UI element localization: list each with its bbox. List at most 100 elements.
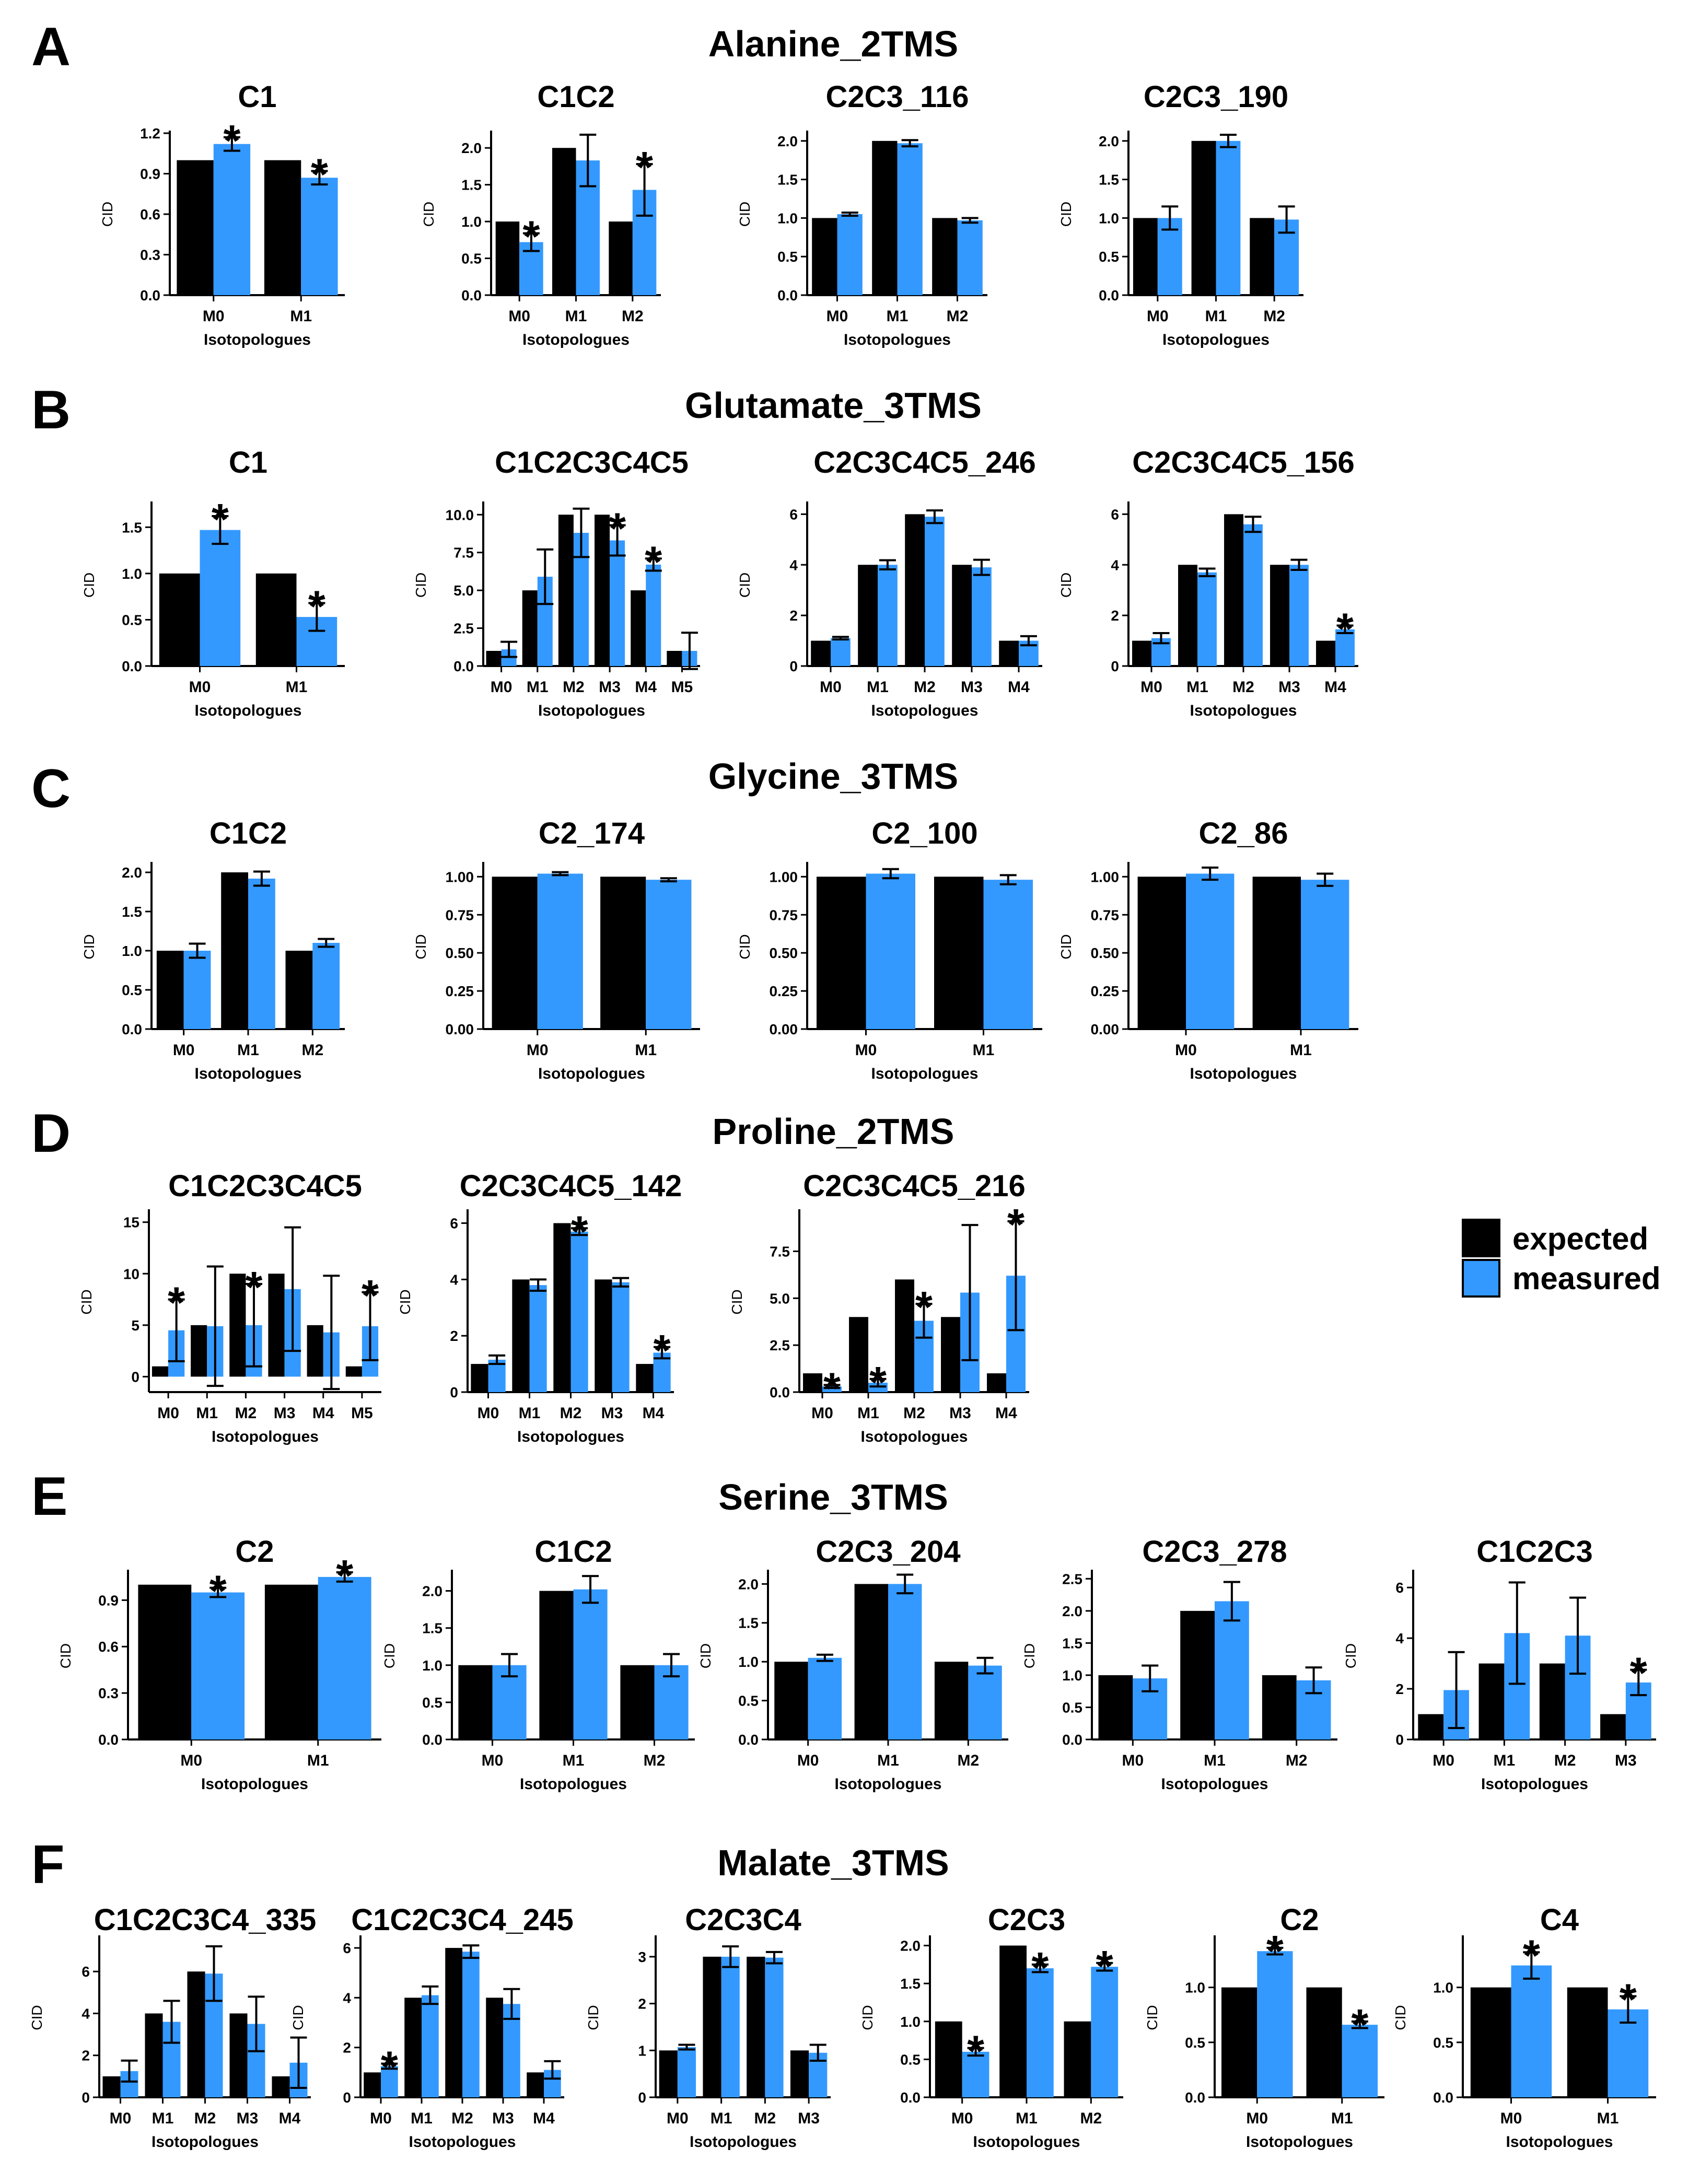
y-tick-label: 1.5 [122, 904, 142, 920]
bar-expected [1191, 141, 1216, 295]
y-tick-label: 2 [1111, 608, 1119, 624]
y-tick-label: 0.3 [98, 1685, 119, 1701]
bar-expected [229, 1274, 246, 1377]
x-tick-label: M0 [667, 2110, 689, 2127]
y-tick-label: 7.5 [770, 1243, 790, 1259]
y-tick-label: 0 [638, 2089, 646, 2106]
bar-expected [1262, 1675, 1297, 1739]
y-tick-label: 0.5 [738, 1693, 759, 1709]
y-axis-label: CID [413, 573, 429, 598]
bar-expected [811, 640, 831, 666]
bar-measured [957, 220, 983, 295]
x-axis-label: Isotopologues [204, 331, 311, 348]
y-tick-label: 4 [789, 557, 798, 573]
section-title: Malate_3TMS [717, 1842, 949, 1883]
bar-expected [934, 877, 984, 1029]
bar-expected [159, 573, 200, 666]
x-axis-label: Isotopologues [538, 1065, 645, 1082]
x-axis-label: Isotopologues [835, 1776, 942, 1793]
bar-expected [1539, 1663, 1565, 1739]
y-axis-label: CID [859, 2005, 876, 2030]
x-tick-label: M4 [643, 1405, 665, 1422]
bar-measured [570, 1231, 588, 1392]
chart-c1c2c3c4-335: C1C2C3C4_335 0 2 4 6 CID Isotopologues M0 M1 M2 M3… [29, 1903, 316, 2151]
bar-measured [972, 567, 992, 666]
x-axis-label: Isotopologues [1481, 1776, 1588, 1793]
x-tick-label: M2 [947, 308, 969, 325]
x-tick-label: M1 [307, 1752, 329, 1769]
bar-measured [677, 2047, 696, 2097]
x-axis-label: Isotopologues [871, 1065, 979, 1082]
x-axis-label: Isotopologues [1162, 331, 1270, 348]
bar-expected [404, 1998, 422, 2097]
panel-c: C Glycine_3TMS C1C2 0.0 0.5 1.0 1.5 2.0 CID Isoto… [31, 756, 1358, 1082]
x-tick-label: M3 [798, 2110, 820, 2127]
bar-measured [822, 1386, 842, 1392]
x-tick-label: M0 [1500, 2110, 1522, 2127]
y-tick-label: 0.00 [770, 1021, 798, 1037]
bar-measured [1186, 873, 1235, 1029]
bar-expected [552, 148, 576, 295]
x-tick-label: M0 [951, 2110, 973, 2127]
chart-title: C1 [238, 80, 276, 114]
y-tick-label: 1 [638, 2042, 646, 2059]
y-tick-label: 5 [131, 1317, 139, 1334]
bar-measured [765, 1957, 784, 2097]
bar-measured [183, 951, 211, 1029]
y-tick-label: 0.5 [461, 251, 482, 267]
y-tick-label: 15 [123, 1214, 139, 1231]
y-tick-label: 0.5 [777, 249, 798, 265]
y-tick-label: 0.5 [1099, 249, 1119, 265]
x-tick-label: M2 [914, 679, 936, 696]
bar-measured [721, 1956, 740, 2097]
y-tick-label: 1.00 [446, 869, 474, 885]
bar-expected [854, 1584, 888, 1739]
bar-measured [610, 540, 625, 666]
bar-measured [422, 1995, 439, 2097]
y-tick-label: 2.0 [777, 133, 798, 149]
x-tick-label: M1 [867, 679, 889, 696]
bar-expected [659, 2050, 678, 2097]
bar-expected [858, 565, 878, 666]
chart-c2c3-278: C2C3_278 0.0 0.5 1.0 1.5 2.0 2.5 CID Isotopologu… [1021, 1535, 1337, 1793]
x-tick-label: M1 [1290, 1042, 1312, 1059]
y-tick-label: 0.50 [770, 945, 798, 961]
x-tick-label: M0 [180, 1752, 202, 1769]
bar-expected [1224, 514, 1243, 666]
bar-expected [790, 2050, 809, 2097]
bar-expected [445, 1948, 462, 2097]
bar-expected [1600, 1714, 1626, 1739]
significance-star: * [571, 1207, 588, 1256]
x-tick-label: M0 [826, 308, 848, 325]
chart-title: C2C3 [988, 1903, 1065, 1937]
y-tick-label: 1.5 [738, 1615, 759, 1631]
chart-title: C2C3C4C5_156 [1132, 446, 1355, 480]
y-tick-label: 0.25 [446, 983, 474, 999]
x-axis-label: Isotopologues [861, 1428, 968, 1445]
x-tick-label: M0 [855, 1042, 877, 1059]
y-axis-label: CID [81, 573, 97, 598]
x-axis-label: Isotopologues [1190, 1065, 1297, 1082]
y-axis-label: CID [1021, 1643, 1038, 1668]
y-tick-label: 1.0 [900, 2014, 921, 2030]
bar-measured [1335, 629, 1355, 666]
y-tick-label: 2.0 [1062, 1603, 1082, 1619]
chart-c1: C1 0.0 0.5 1.0 1.5 CID Isotopologues * M0 * M1 [81, 446, 345, 719]
y-tick-label: 2 [450, 1328, 458, 1344]
bar-expected [221, 872, 248, 1029]
x-tick-label: M0 [110, 2110, 132, 2127]
x-tick-label: M3 [601, 1405, 623, 1422]
bar-measured [492, 1665, 527, 1739]
significance-star: * [1630, 1649, 1647, 1698]
bar-expected [1098, 1675, 1133, 1739]
bar-expected [1178, 565, 1197, 666]
chart-title: C1 [229, 446, 267, 480]
panel-a: A Alanine_2TMS C1 0.0 0.3 0.6 0.9 1.2 CID Isotopo… [31, 17, 1303, 348]
chart-c1c2c3c4c5: C1C2C3C4C5 0 5 10 15 CID Isotopologues * M0 M1 * M2… [78, 1169, 381, 1445]
y-tick-label: 1.0 [1062, 1667, 1082, 1684]
bar-measured [1511, 1965, 1552, 2097]
bar-expected [812, 218, 837, 295]
x-tick-label: M4 [279, 2110, 301, 2127]
bar-expected [364, 2072, 381, 2097]
significance-star: * [1523, 1931, 1540, 1980]
